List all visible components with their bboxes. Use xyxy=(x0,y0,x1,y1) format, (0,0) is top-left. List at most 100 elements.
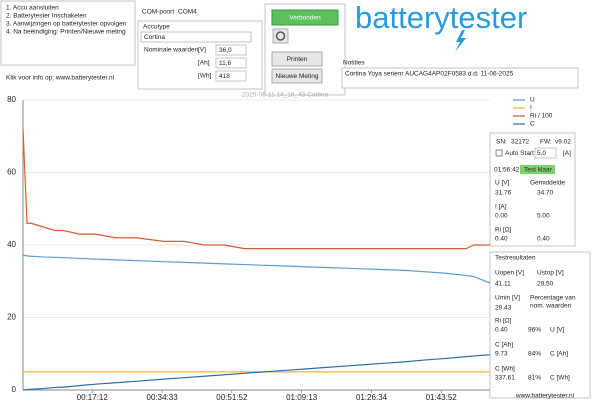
row-avg: 5.00 xyxy=(537,213,550,220)
y-tick-label: 0 xyxy=(12,385,17,394)
row-value: 0.40 xyxy=(495,236,508,243)
button-label: Nieuwe Meting xyxy=(276,73,319,80)
legend-label: C xyxy=(530,121,535,128)
checkbox[interactable] xyxy=(495,149,503,157)
instruction: 3. Aanwijzingen op batterytester opvolge… xyxy=(6,21,127,28)
x-tick-label: 00:17:12 xyxy=(77,393,109,402)
pct-label: Percentage van xyxy=(530,295,576,302)
status-text: Verbonden xyxy=(289,15,321,22)
label: Uopen [V] xyxy=(495,270,524,277)
input[interactable] xyxy=(215,57,247,69)
row-avg: 0.40 xyxy=(537,236,550,243)
logo: batterytester xyxy=(355,0,527,35)
row-avg: 34.70 xyxy=(537,190,554,197)
results-panel xyxy=(489,251,591,399)
unit: C [Ah] xyxy=(550,351,568,358)
notes-label: Notities xyxy=(343,60,365,67)
nominal-value: 418 xyxy=(219,73,230,80)
pct: 96% xyxy=(528,327,541,334)
data-line xyxy=(22,354,491,391)
row-label: U [V] xyxy=(495,180,510,187)
avg-label: Gemiddelde xyxy=(530,180,565,187)
fw: v9.02 xyxy=(555,139,571,146)
instruction: 4. Na beëindiging: Printen/Nieuwe meting xyxy=(6,29,126,36)
x-tick-label: 00:34:33 xyxy=(147,393,179,402)
current-unit: [A] xyxy=(563,150,571,157)
label: C [Wh] xyxy=(495,366,515,373)
instruction: 1. Accu aansluiten xyxy=(6,5,59,12)
chart: 2025-06-11 14_16_43 Cortina 0 20 40 60 80 00:1… xyxy=(7,92,553,402)
label: C [Ah] xyxy=(495,342,513,349)
legend-label: U xyxy=(530,97,535,104)
unit: [Ah] xyxy=(198,60,210,67)
nominal-label: Nominale waarden xyxy=(144,47,199,54)
label: Ri [Ω] xyxy=(495,318,512,325)
pct-label: nom. waarden xyxy=(530,303,572,310)
x-tick-label: 00:51:52 xyxy=(216,393,248,402)
notes-input[interactable] xyxy=(341,67,579,89)
footer-link[interactable]: www.batterytester.nl xyxy=(515,393,575,400)
x-tick-label: 01:09:13 xyxy=(286,393,318,402)
label: Umin [V] xyxy=(495,295,520,302)
pct: 84% xyxy=(528,351,541,358)
current-select[interactable] xyxy=(534,147,557,159)
results-title: Testresultaten xyxy=(495,255,536,262)
unit: [V] xyxy=(198,47,206,54)
data-line xyxy=(22,254,491,284)
com-value: COM4 xyxy=(178,9,197,16)
value: 29.43 xyxy=(495,305,512,312)
status-badge xyxy=(520,165,555,174)
com-label: COM-poort xyxy=(142,9,174,16)
accutype-value: Cortina xyxy=(144,34,165,41)
y-tick-label: 60 xyxy=(7,168,16,177)
status: Test klaar xyxy=(524,167,553,174)
x-tick-label: 01:26:34 xyxy=(356,393,388,402)
row-value: 0.00 xyxy=(495,213,508,220)
instructions-box xyxy=(0,0,136,66)
input[interactable] xyxy=(215,70,247,82)
button-label: Printen xyxy=(287,56,308,63)
row-label: I [A] xyxy=(495,204,507,211)
status-indicator xyxy=(271,9,339,26)
unit: C [Wh] xyxy=(550,375,570,382)
unit: U [V] xyxy=(550,327,565,334)
new-button[interactable] xyxy=(271,68,323,84)
value: 29.50 xyxy=(537,281,554,288)
auto-start: Auto Start xyxy=(505,150,534,157)
nominal-value: 36,0 xyxy=(219,47,232,54)
y-tick-label: 20 xyxy=(7,313,16,322)
value: 41.11 xyxy=(495,281,511,288)
nominal-value: 11,6 xyxy=(219,60,232,67)
notes-value: Cortina Yoya serienr AUCAG4AP02F0583 d.d… xyxy=(345,71,514,78)
accutype-label: Accutype xyxy=(143,24,170,31)
unit: [Wh] xyxy=(198,73,212,80)
device-panel xyxy=(489,132,576,247)
legend-label: I xyxy=(530,105,532,112)
current: 5.0 xyxy=(537,150,546,157)
y-tick-label: 80 xyxy=(7,95,16,104)
logo-bolt xyxy=(455,30,466,52)
legend-label: Ri / 100 xyxy=(530,113,553,120)
instruction: 2. Batterytester Inschakelen xyxy=(6,13,87,20)
gear-icon xyxy=(275,31,286,41)
value: 337.61 xyxy=(495,375,515,382)
value: 9.73 xyxy=(495,351,508,358)
chart-title: 2025-06-11 14_16_43 Cortina xyxy=(242,92,329,99)
input[interactable] xyxy=(215,44,247,56)
y-tick-label: 40 xyxy=(7,240,16,249)
fw-label: FW: xyxy=(540,139,552,146)
row-label: Ri [Ω] xyxy=(495,227,512,234)
sn: 32172 xyxy=(511,139,529,146)
info-link[interactable]: Klik voor info op: www.batterytester.nl xyxy=(6,75,115,82)
print-button[interactable] xyxy=(271,51,323,67)
sn-label: SN: xyxy=(496,139,507,146)
accutype-input[interactable] xyxy=(140,31,252,43)
row-value: 31.76 xyxy=(495,190,512,197)
value: 0.40 xyxy=(495,327,508,334)
settings-button[interactable] xyxy=(272,28,289,44)
x-tick-label: 01:43:52 xyxy=(426,393,458,402)
elapsed-time: 01:56:42 xyxy=(494,167,520,174)
data-line xyxy=(22,128,490,250)
pct: 81% xyxy=(528,375,541,382)
